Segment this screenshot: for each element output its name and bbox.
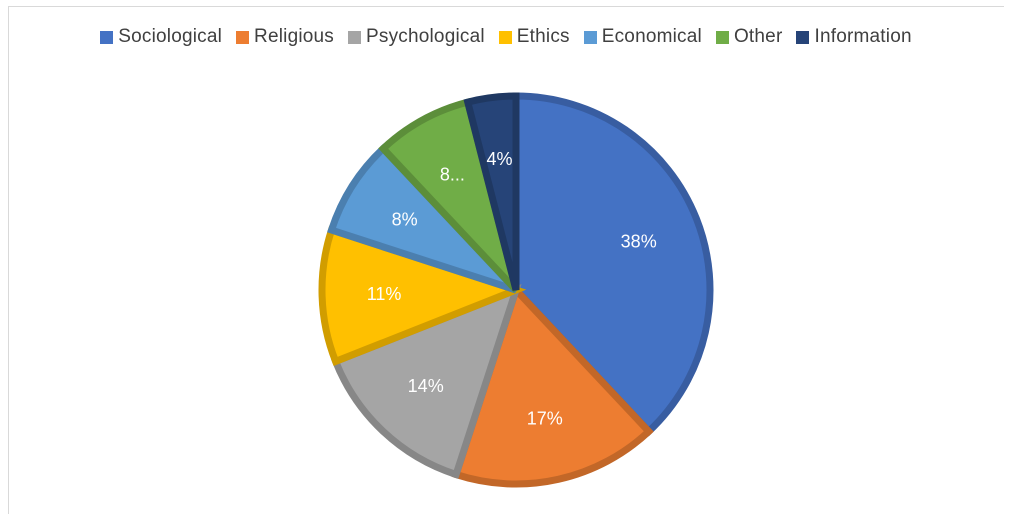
legend-item-ethics: Ethics — [498, 26, 570, 48]
legend-label-psychological: Psychological — [366, 26, 485, 47]
legend-swatch-other — [715, 30, 729, 44]
legend-label-ethics: Ethics — [516, 26, 570, 47]
slice-label-economical: 8% — [392, 209, 418, 229]
slice-label-other: 8... — [440, 164, 465, 184]
legend-swatch-sociological — [100, 30, 114, 44]
slice-label-psychological: 14% — [408, 376, 444, 396]
legend-item-information: Information — [796, 26, 912, 48]
pie-slice-sociological — [512, 92, 714, 437]
pie-slice-ethics — [318, 225, 527, 366]
legend-label-economical: Economical — [601, 26, 702, 47]
legend-item-sociological: Sociological — [100, 26, 222, 48]
legend-swatch-information — [796, 30, 810, 44]
slice-label-religious: 17% — [527, 409, 563, 429]
slice-label-ethics: 11% — [367, 284, 402, 304]
pie-slice-religious — [451, 283, 654, 488]
legend-label-information: Information — [814, 26, 912, 47]
legend-swatch-psychological — [348, 30, 361, 44]
pie-slice-psychological — [331, 284, 522, 479]
slice-label-sociological: 38% — [621, 231, 657, 251]
legend-swatch-ethics — [498, 30, 512, 44]
legend-label-sociological: Sociological — [118, 26, 223, 47]
pie-slice-information — [463, 92, 520, 291]
legend-label-religious: Religious — [254, 26, 334, 47]
legend-item-economical: Economical — [583, 26, 702, 48]
legend-item-other: Other — [715, 26, 783, 48]
legend-item-psychological: Psychological — [348, 26, 485, 48]
chart-legend: Sociological Religious Psychological Ethics… — [0, 26, 1012, 48]
legend-label-other: Other — [733, 26, 783, 47]
legend-item-religious: Religious — [236, 26, 334, 48]
legend-swatch-religious — [236, 30, 250, 44]
slice-label-information: 4% — [486, 149, 512, 169]
legend-swatch-economical — [583, 30, 597, 44]
